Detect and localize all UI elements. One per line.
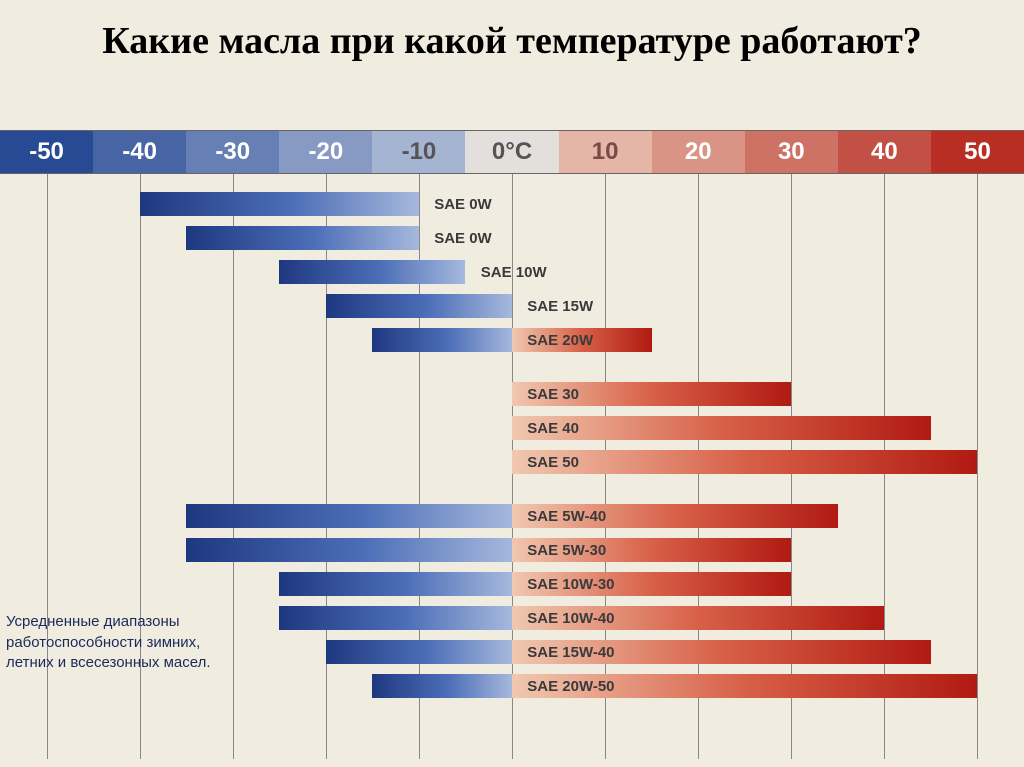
bar-cold xyxy=(372,674,512,698)
bar-label: SAE 10W xyxy=(475,258,553,286)
bar-row: SAE 0W xyxy=(0,224,1024,252)
bar-label: SAE 5W-40 xyxy=(521,502,612,530)
bar-row: SAE 10W xyxy=(0,258,1024,286)
scale-tick: -20 xyxy=(279,131,372,173)
bar-label: SAE 50 xyxy=(521,448,585,476)
bar-row: SAE 20W xyxy=(0,326,1024,354)
bar-cold xyxy=(186,538,512,562)
bar-row: SAE 15W xyxy=(0,292,1024,320)
bar-row: SAE 50 xyxy=(0,448,1024,476)
scale-tick: 20 xyxy=(652,131,745,173)
bar-row: SAE 10W-30 xyxy=(0,570,1024,598)
scale-tick: 30 xyxy=(745,131,838,173)
scale-tick: 0°C xyxy=(465,131,558,173)
bar-label: SAE 40 xyxy=(521,414,585,442)
temperature-scale: -50-40-30-20-100°C1020304050 xyxy=(0,130,1024,174)
bar-cold xyxy=(326,640,512,664)
bar-cold xyxy=(186,226,419,250)
bar-row: SAE 5W-40 xyxy=(0,502,1024,530)
bar-label: SAE 30 xyxy=(521,380,585,408)
scale-tick: -30 xyxy=(186,131,279,173)
page-title: Какие масла при какой температуре работа… xyxy=(0,0,1024,76)
bar-row: SAE 5W-30 xyxy=(0,536,1024,564)
bar-label: SAE 20W xyxy=(521,326,599,354)
bar-row: SAE 30 xyxy=(0,380,1024,408)
bar-cold xyxy=(326,294,512,318)
oil-temperature-chart: -50-40-30-20-100°C1020304050 SAE 0WSAE 0… xyxy=(0,130,1024,759)
bar-cold xyxy=(186,504,512,528)
bar-cold xyxy=(279,606,512,630)
scale-tick: -50 xyxy=(0,131,93,173)
bar-row: SAE 20W-50 xyxy=(0,672,1024,700)
scale-tick: -40 xyxy=(93,131,186,173)
scale-tick: 50 xyxy=(931,131,1024,173)
bar-label: SAE 0W xyxy=(428,190,498,218)
bar-label: SAE 15W xyxy=(521,292,599,320)
bar-label: SAE 15W-40 xyxy=(521,638,620,666)
scale-tick: -10 xyxy=(372,131,465,173)
bar-label: SAE 20W-50 xyxy=(521,672,620,700)
bar-label: SAE 10W-40 xyxy=(521,604,620,632)
bar-cold xyxy=(372,328,512,352)
bar-label: SAE 10W-30 xyxy=(521,570,620,598)
chart-caption: Усредненные диапазоны работоспособности … xyxy=(6,612,236,673)
bar-row: SAE 40 xyxy=(0,414,1024,442)
scale-tick: 40 xyxy=(838,131,931,173)
bar-cold xyxy=(279,260,465,284)
bar-row: SAE 0W xyxy=(0,190,1024,218)
bar-label: SAE 5W-30 xyxy=(521,536,612,564)
bar-cold xyxy=(279,572,512,596)
scale-tick: 10 xyxy=(559,131,652,173)
chart-bars: SAE 0W SAE 0W SAE 10W SAE 15W SAE 20W SAE 30 S… xyxy=(0,190,1024,759)
bar-label: SAE 0W xyxy=(428,224,498,252)
bar-cold xyxy=(140,192,419,216)
